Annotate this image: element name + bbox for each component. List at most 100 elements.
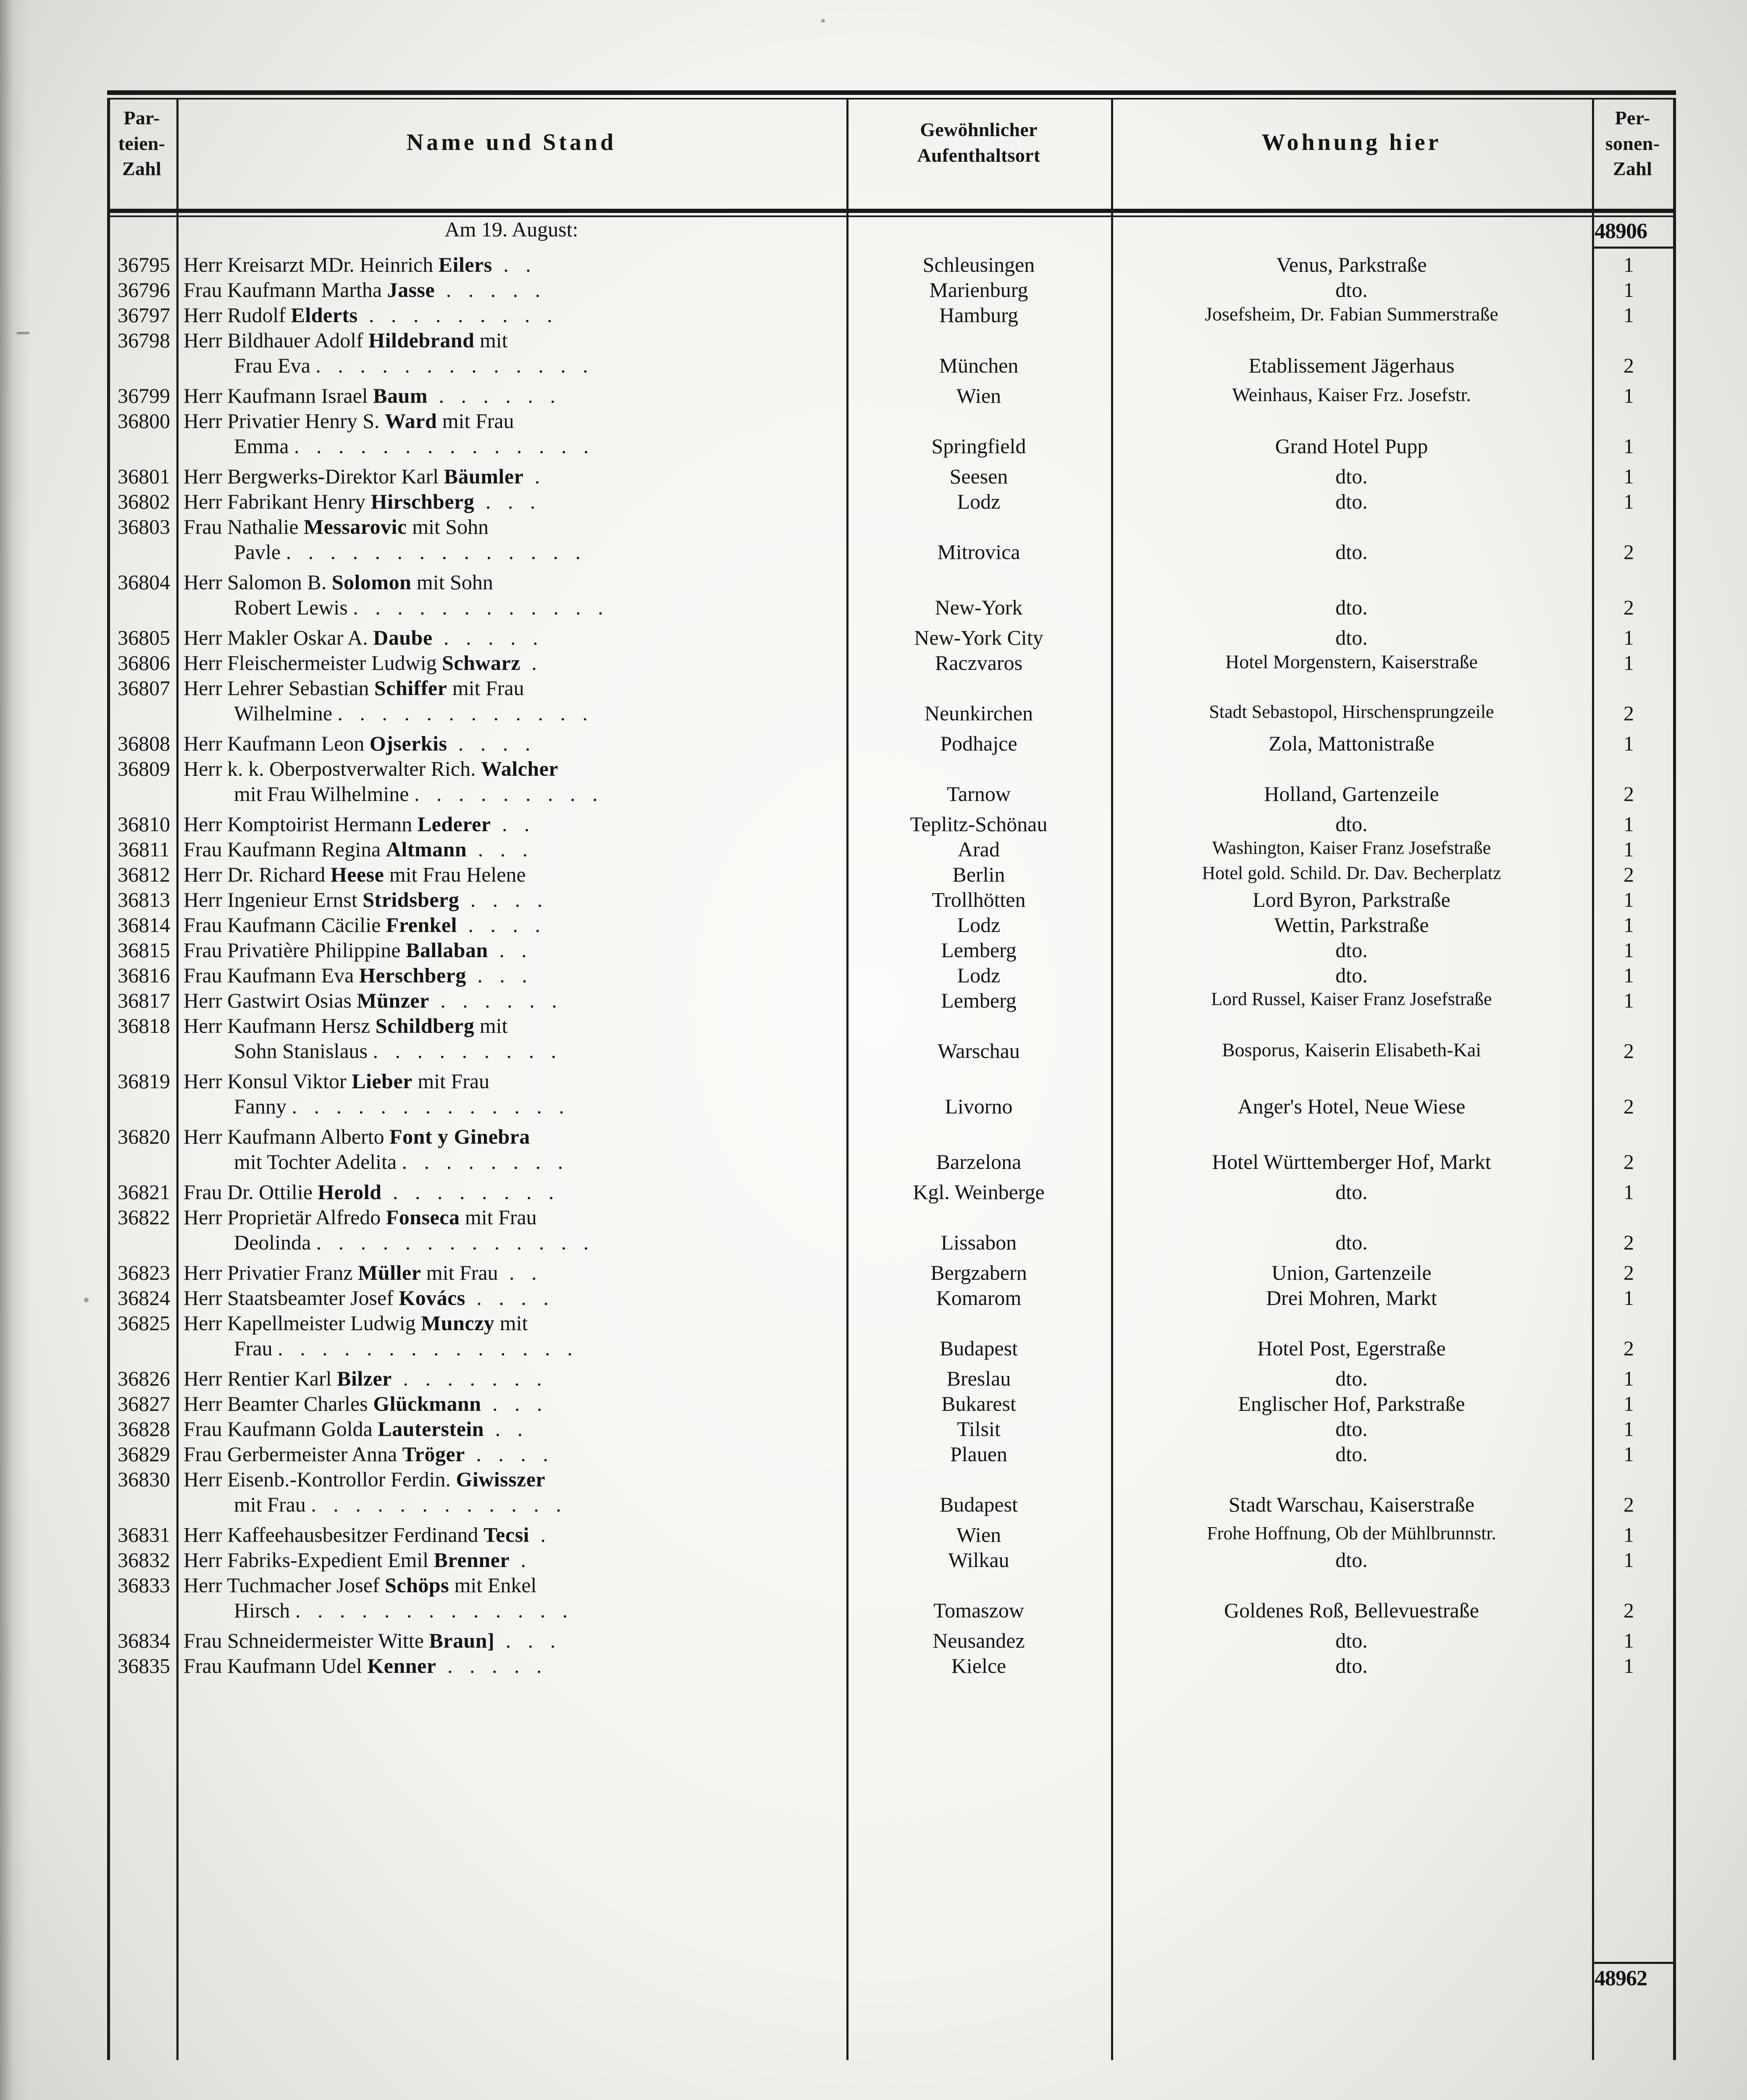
surname: Jasse <box>387 278 435 302</box>
kurliste-table: Par- teien- Zahl Name und Stand Gewöhnli… <box>107 90 1676 2060</box>
aufenthaltsort-cell: Budapest <box>939 1493 1018 1516</box>
carried-forward-underline <box>1592 247 1676 249</box>
name-und-stand-cell: Herr Beamter Charles Glückmann . . . <box>184 1391 839 1416</box>
table-row: 36804 Herr Salomon B. Solomon mit Sohn Rob… <box>107 570 1676 625</box>
leader-dots: . <box>523 465 546 488</box>
leader-dots: . . . . . . . . . <box>357 303 558 327</box>
final-total-value: 48962 <box>1595 1966 1647 1990</box>
wohnung-hier-cell: Hotel Morgenstern, Kaiserstraße <box>1225 651 1478 672</box>
wohnung-hier-cell: dto. <box>1335 1417 1368 1441</box>
parteien-zahl-cell: 36804 <box>118 570 170 594</box>
name-continuation-line: mit Frau . . . . . . . . . . . . <box>184 1492 889 1517</box>
leader-dots: . . . . <box>465 1286 554 1310</box>
parteien-zahl-line1: Par- <box>123 107 160 129</box>
aufenthaltsort-cell: Lodz <box>957 963 1001 987</box>
name-suffix: mit Sohn <box>407 515 489 538</box>
surname: Schwarz <box>442 651 520 675</box>
name-suffix: mit Frau <box>412 1069 490 1093</box>
aufenthaltsort-cell: Berlin <box>952 863 1005 886</box>
name-und-stand-cell: Herr Dr. Richard Heese mit Frau Helene <box>184 862 839 887</box>
parteien-zahl-cell: 36802 <box>118 490 170 513</box>
table-row: 36826 Herr Rentier Karl Bilzer . . . . . … <box>107 1366 1676 1391</box>
name-continuation-line: Hirsch . . . . . . . . . . . . . <box>184 1598 889 1622</box>
wohnung-hier-cell: Hotel Württemberger Hof, Markt <box>1212 1150 1491 1173</box>
surname: Schiffer <box>374 676 447 700</box>
parteien-zahl-cell: 36829 <box>118 1442 170 1466</box>
name-und-stand-cell: Herr Privatier Franz Müller mit Frau . . <box>184 1260 839 1285</box>
name-und-stand-cell: Herr Lehrer Sebastian Schiffer mit Frau <box>184 676 839 700</box>
parteien-zahl-cell: 36827 <box>118 1392 170 1415</box>
name-und-stand-cell: Herr Salomon B. Solomon mit Sohn <box>184 570 839 594</box>
continuation-text: Emma <box>234 434 294 458</box>
name-prefix: Frau Dr. Ottilie <box>184 1180 318 1204</box>
name-und-stand-cell: Frau Nathalie Messarovic mit Sohn <box>184 514 839 539</box>
surname: Brenner <box>433 1548 510 1572</box>
name-continuation-line: Sohn Stanislaus . . . . . . . . . <box>184 1039 889 1063</box>
parteien-zahl-cell: 36798 <box>118 328 170 352</box>
aufenthaltsort-cell: Teplitz-Schönau <box>910 812 1048 836</box>
leader-dots: . . . . . . . . . . . . . <box>316 1231 595 1254</box>
surname: Bilzer <box>337 1367 392 1390</box>
wohnung-hier-cell: Weinhaus, Kaiser Frz. Josefstr. <box>1232 384 1471 405</box>
wohnung-hier-cell: dto. <box>1335 1548 1368 1572</box>
table-row: 36817 Herr Gastwirt Osias Münzer . . . . … <box>107 988 1676 1013</box>
aufenthaltsort-cell: Tomaszow <box>933 1599 1024 1622</box>
leader-dots: . . . . . . . . . . . . <box>311 1493 567 1516</box>
wohnung-hier-cell: Stadt Warschau, Kaiserstraße <box>1228 1493 1475 1516</box>
scan-speck <box>17 332 29 334</box>
personen-zahl-cell: 1 <box>1624 1417 1634 1441</box>
parteien-zahl-cell: 36800 <box>118 409 170 433</box>
table-row: 36818 Herr Kaufmann Hersz Schildberg mit S… <box>107 1013 1676 1069</box>
table-row: 36816 Frau Kaufmann Eva Herschberg . . . L… <box>107 963 1676 988</box>
name-und-stand-cell: Herr Tuchmacher Josef Schöps mit Enkel <box>184 1573 839 1597</box>
parteien-zahl-cell: 36835 <box>118 1654 170 1677</box>
name-prefix: Herr Fabrikant Henry <box>184 490 371 513</box>
parteien-zahl-cell: 36820 <box>118 1125 170 1148</box>
name-und-stand-cell: Herr Kaufmann Israel Baum . . . . . . <box>184 383 839 408</box>
parteien-zahl-cell: 36814 <box>118 913 170 937</box>
leader-dots: . . . . . . . . <box>402 1150 569 1173</box>
wohnung-hier-cell: dto. <box>1335 938 1368 962</box>
wohnung-hier-cell: Drei Mohren, Markt <box>1266 1286 1437 1310</box>
personen-zahl-cell: 1 <box>1624 812 1634 836</box>
parteien-zahl-cell: 36832 <box>118 1548 170 1572</box>
name-und-stand-cell: Frau Dr. Ottilie Herold . . . . . . . . <box>184 1180 839 1204</box>
name-und-stand-cell: Herr Rudolf Elderts . . . . . . . . . <box>184 303 839 327</box>
table-top-rule-thin <box>107 98 1676 100</box>
leader-dots: . <box>520 651 543 675</box>
surname: Tecsi <box>483 1523 530 1546</box>
name-prefix: Herr Kaffeehausbesitzer Ferdinand <box>184 1523 484 1546</box>
parteien-zahl-cell: 36811 <box>118 837 170 861</box>
surname: Giwisszer <box>456 1467 546 1491</box>
leader-dots: . . . . <box>459 888 549 911</box>
table-row: 36799 Herr Kaufmann Israel Baum . . . . .… <box>107 383 1676 409</box>
name-prefix: Herr Kapellmeister Ludwig <box>184 1311 421 1335</box>
name-suffix: mit <box>474 328 508 352</box>
name-prefix: Herr Eisenb.-Kontrollor Ferdin. <box>184 1467 456 1491</box>
leader-dots: . . . <box>481 1392 548 1415</box>
surname: Lauterstein <box>378 1417 484 1441</box>
name-continuation-line: Wilhelmine . . . . . . . . . . . . <box>184 701 889 725</box>
scan-speck <box>821 19 825 23</box>
leader-dots: . . . <box>494 1629 562 1652</box>
surname: Fonseca <box>386 1205 460 1229</box>
surname: Eilers <box>438 253 492 276</box>
wohnung-hier-cell: Zola, Mattonistraße <box>1269 732 1434 755</box>
aufenthaltsort-cell: Schleusingen <box>922 253 1035 276</box>
personen-zahl-cell: 1 <box>1624 938 1634 962</box>
table-row: 36809 Herr k. k. Oberpostverwalter Rich. … <box>107 756 1676 812</box>
table-row: 36828 Frau Kaufmann Golda Lauterstein . .… <box>107 1417 1676 1442</box>
table-row: 36821 Frau Dr. Ottilie Herold . . . . . .… <box>107 1180 1676 1205</box>
personen-zahl-cell: 1 <box>1624 963 1634 987</box>
name-prefix: Herr Makler Oskar A. <box>184 626 373 649</box>
surname: Messarovic <box>304 515 407 538</box>
personen-zahl-cell: 2 <box>1624 1261 1634 1284</box>
continuation-text: Frau Eva <box>234 354 316 377</box>
table-row: 36824 Herr Staatsbeamter Josef Kovács . .… <box>107 1286 1676 1311</box>
table-row: 36829 Frau Gerbermeister Anna Tröger . . … <box>107 1442 1676 1467</box>
leader-dots: . . <box>498 1261 543 1284</box>
wohnung-hier-cell: Goldenes Roß, Bellevuestraße <box>1224 1599 1479 1622</box>
parteien-zahl-cell: 36824 <box>118 1286 170 1310</box>
leader-dots: . . . . . . . . . . . . . . <box>294 434 595 458</box>
